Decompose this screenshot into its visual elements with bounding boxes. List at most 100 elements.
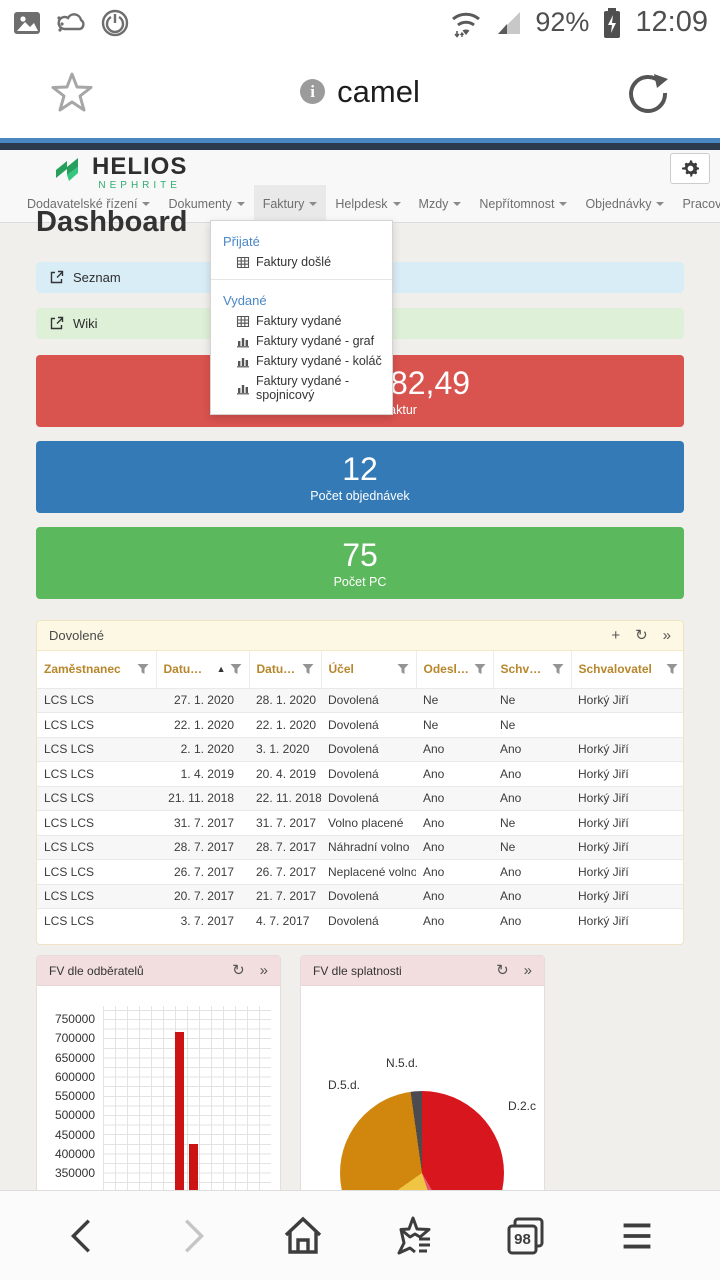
table-cell: Ano	[493, 859, 571, 884]
table-cell: LCS LCS	[37, 908, 156, 933]
nav-item-label: Mzdy	[418, 196, 449, 211]
pie-chart-panel-header: FV dle splatnosti ↻ »	[301, 956, 544, 986]
bar	[188, 1144, 198, 1190]
filter-icon[interactable]	[230, 663, 242, 675]
refresh-icon[interactable]: ↻	[635, 627, 648, 644]
nav-item[interactable]: Nepřítomnost	[470, 185, 576, 222]
table-row[interactable]: LCS LCS 1. 4. 2019 20. 4. 2019 Dovolená Ano A…	[37, 761, 683, 786]
chevron-down-icon	[142, 201, 151, 210]
y-axis-tick: 450000	[54, 1127, 95, 1142]
nav-item[interactable]: Objednávky	[576, 185, 673, 222]
add-icon[interactable]: +	[611, 627, 621, 644]
table-cell: Horký Jiří	[571, 859, 683, 884]
y-axis-tick: 700000	[54, 1031, 95, 1046]
column-header[interactable]: Datum do	[248, 651, 321, 688]
menu-item[interactable]: Faktury vydané - spojnicový	[211, 371, 392, 405]
table-cell: Ano	[416, 761, 493, 786]
table-cell: Ne	[493, 712, 571, 737]
nav-item[interactable]: Helpdesk	[326, 185, 409, 222]
nav-item[interactable]: Pracovní cesty	[673, 185, 720, 222]
refresh-icon[interactable]: ↻	[232, 962, 245, 979]
pie-chart: N.5.d. D.5.d. D.2.c	[301, 986, 544, 1190]
refresh-icon[interactable]: ↻	[496, 962, 509, 979]
column-header[interactable]: Schváleno	[492, 651, 571, 688]
filter-icon[interactable]	[552, 663, 564, 675]
table-row[interactable]: LCS LCS 26. 7. 2017 26. 7. 2017 Neplacené v…	[37, 859, 683, 884]
column-header[interactable]: Účel	[320, 651, 416, 688]
forward-button[interactable]	[169, 1213, 215, 1259]
menu-section-header: Přijaté	[223, 234, 260, 249]
nav-item[interactable]: Mzdy	[410, 185, 471, 222]
bar-chart-panel-header: FV dle odběratelů ↻ »	[37, 956, 280, 986]
table-cell: Horký Jiří	[571, 785, 683, 811]
filter-icon[interactable]	[137, 663, 149, 675]
menu-item[interactable]: Faktury vydané - koláč	[211, 351, 392, 371]
expand-icon[interactable]: »	[259, 962, 268, 979]
home-button[interactable]	[279, 1212, 327, 1260]
menu-item[interactable]: Faktury vydané - graf	[211, 331, 392, 351]
menu-item[interactable]: Faktury vydané	[211, 311, 392, 331]
address-bar[interactable]: camel	[337, 73, 420, 109]
column-header[interactable]: Datum od▲	[155, 651, 249, 688]
table-row[interactable]: LCS LCS 27. 1. 2020 28. 1. 2020 Dovolená Ne N…	[37, 687, 683, 713]
settings-button[interactable]	[670, 153, 710, 184]
filter-icon[interactable]	[474, 663, 486, 675]
table-cell: Ano	[416, 834, 493, 860]
stat-card[interactable]: 12 Počet objednávek	[36, 441, 684, 513]
bookmarks-button[interactable]	[391, 1212, 439, 1260]
menu-button[interactable]	[614, 1213, 660, 1259]
stat-value: 12	[342, 451, 378, 487]
expand-icon[interactable]: »	[662, 627, 671, 644]
table-row[interactable]: LCS LCS 31. 7. 2017 31. 7. 2017 Volno place…	[37, 810, 683, 835]
table-row[interactable]: LCS LCS 21. 11. 2018 22. 11. 2018 Dovolená A…	[37, 785, 683, 811]
page-title: Dashboard	[36, 206, 188, 238]
table-row[interactable]: LCS LCS 20. 7. 2017 21. 7. 2017 Dovolená Ano…	[37, 883, 683, 909]
filter-icon[interactable]	[666, 663, 678, 675]
column-header-label: Schváleno	[500, 662, 548, 677]
table-cell: Horký Jiří	[571, 883, 683, 909]
stat-label: Počet PC	[333, 575, 387, 589]
menu-item-label: Faktury vydané - koláč	[256, 354, 382, 368]
table-row[interactable]: LCS LCS 22. 1. 2020 22. 1. 2020 Dovolená Ne N…	[37, 712, 683, 737]
reload-button[interactable]	[624, 68, 672, 116]
table-cell: LCS LCS	[37, 687, 156, 713]
menu-item[interactable]: Faktury došlé	[211, 252, 392, 272]
menu-section-header: Vydané	[223, 293, 267, 308]
nav-item-label: Dokumenty	[168, 196, 232, 211]
table-cell: 21. 11. 2018	[156, 785, 249, 811]
nav-item[interactable]: Dokumenty	[159, 185, 253, 222]
table-row[interactable]: LCS LCS 2. 1. 2020 3. 1. 2020 Dovolená Ano An…	[37, 736, 683, 762]
table-row[interactable]: LCS LCS 3. 7. 2017 4. 7. 2017 Dovolená Ano An…	[37, 908, 683, 933]
power-saver-icon	[101, 9, 129, 36]
table-cell: LCS LCS	[37, 736, 156, 762]
sort-asc-icon: ▲	[216, 664, 226, 675]
tabs-button[interactable]: 98	[502, 1212, 550, 1260]
table-cell: 1. 4. 2019	[156, 761, 249, 786]
column-header[interactable]: Schvalovatel	[570, 651, 683, 688]
logo-subtitle: nephrite	[98, 180, 181, 191]
table-cell: 22. 1. 2020	[156, 712, 249, 737]
chevron-down-icon	[309, 201, 318, 210]
y-axis-tick: 550000	[54, 1089, 95, 1103]
info-icon[interactable]: i	[300, 79, 326, 104]
bookmark-star-button[interactable]	[48, 68, 96, 116]
y-axis-tick: 750000	[54, 1012, 95, 1026]
nav-item[interactable]: Dodavatelské řízení	[18, 185, 159, 222]
stat-card[interactable]: 75 Počet PC	[36, 527, 684, 599]
table-cell: Dovolená	[321, 736, 416, 762]
helios-logo-icon	[56, 158, 78, 181]
column-header[interactable]: Odesláno	[415, 651, 493, 688]
nav-item[interactable]: Faktury	[253, 185, 327, 222]
main-nav: Dodavatelské řízení Dokumenty Faktury Helpd…	[0, 185, 720, 222]
back-button[interactable]	[60, 1213, 106, 1259]
gear-icon	[681, 160, 699, 177]
helios-logo[interactable]: HELIOS nephrite	[54, 155, 187, 191]
column-header[interactable]: Zaměstnanec	[37, 651, 156, 688]
filter-icon[interactable]	[397, 663, 409, 675]
table-cell: Dovolená	[321, 908, 416, 933]
table-row[interactable]: LCS LCS 28. 7. 2017 28. 7. 2017 Náhradní vo…	[37, 834, 683, 860]
column-header-label: Datum do	[256, 662, 298, 677]
filter-icon[interactable]	[302, 663, 314, 675]
expand-icon[interactable]: »	[523, 962, 532, 979]
bar	[175, 1032, 184, 1190]
